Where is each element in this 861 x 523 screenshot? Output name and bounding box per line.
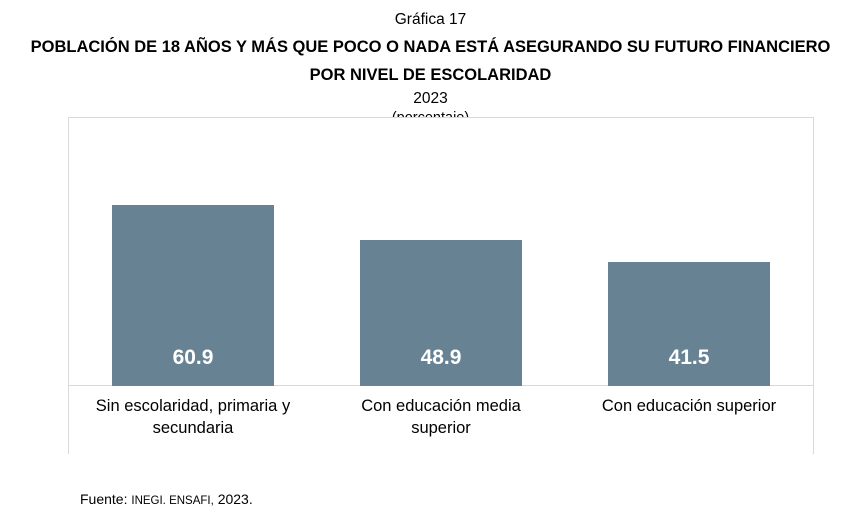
category-label: Con educación media superior [361, 397, 521, 437]
source-prefix: Fuente: [80, 491, 132, 507]
bar: 60.9 [112, 205, 274, 386]
source-note: Fuente: INEGI. ENSAFI, 2023. [80, 490, 253, 510]
bar-group: 48.9 Con educación media superior [317, 118, 565, 454]
bar-value-label: 41.5 [668, 346, 710, 369]
bar-group: 41.5 Con educación superior [565, 118, 813, 454]
chart-title: POBLACIÓN DE 18 AÑOS Y MÁS QUE POCO O NA… [30, 38, 831, 56]
bar-value-label: 60.9 [172, 346, 214, 369]
bar: 48.9 [360, 240, 522, 386]
chart-subtitle: POR NIVEL DE ESCOLARIDAD [309, 66, 552, 84]
source-institution: INEGI. ENSAFI, [131, 495, 214, 507]
source-year: 2023. [213, 491, 253, 507]
figure-label: Gráfica 17 [394, 11, 467, 28]
bar: 41.5 [608, 262, 770, 386]
category-label: Sin escolaridad, primaria y secundaria [95, 397, 291, 437]
bar-value-label: 48.9 [420, 346, 462, 369]
chart-year: 2023 [413, 90, 448, 107]
chart-header: Gráfica 17 POBLACIÓN DE 18 AÑOS Y MÁS QU… [0, 10, 861, 127]
plot-area: 60.9 Sin escolaridad, primaria y secunda… [68, 117, 814, 454]
bar-group: 60.9 Sin escolaridad, primaria y secunda… [69, 118, 317, 454]
category-label: Con educación superior [601, 397, 777, 415]
